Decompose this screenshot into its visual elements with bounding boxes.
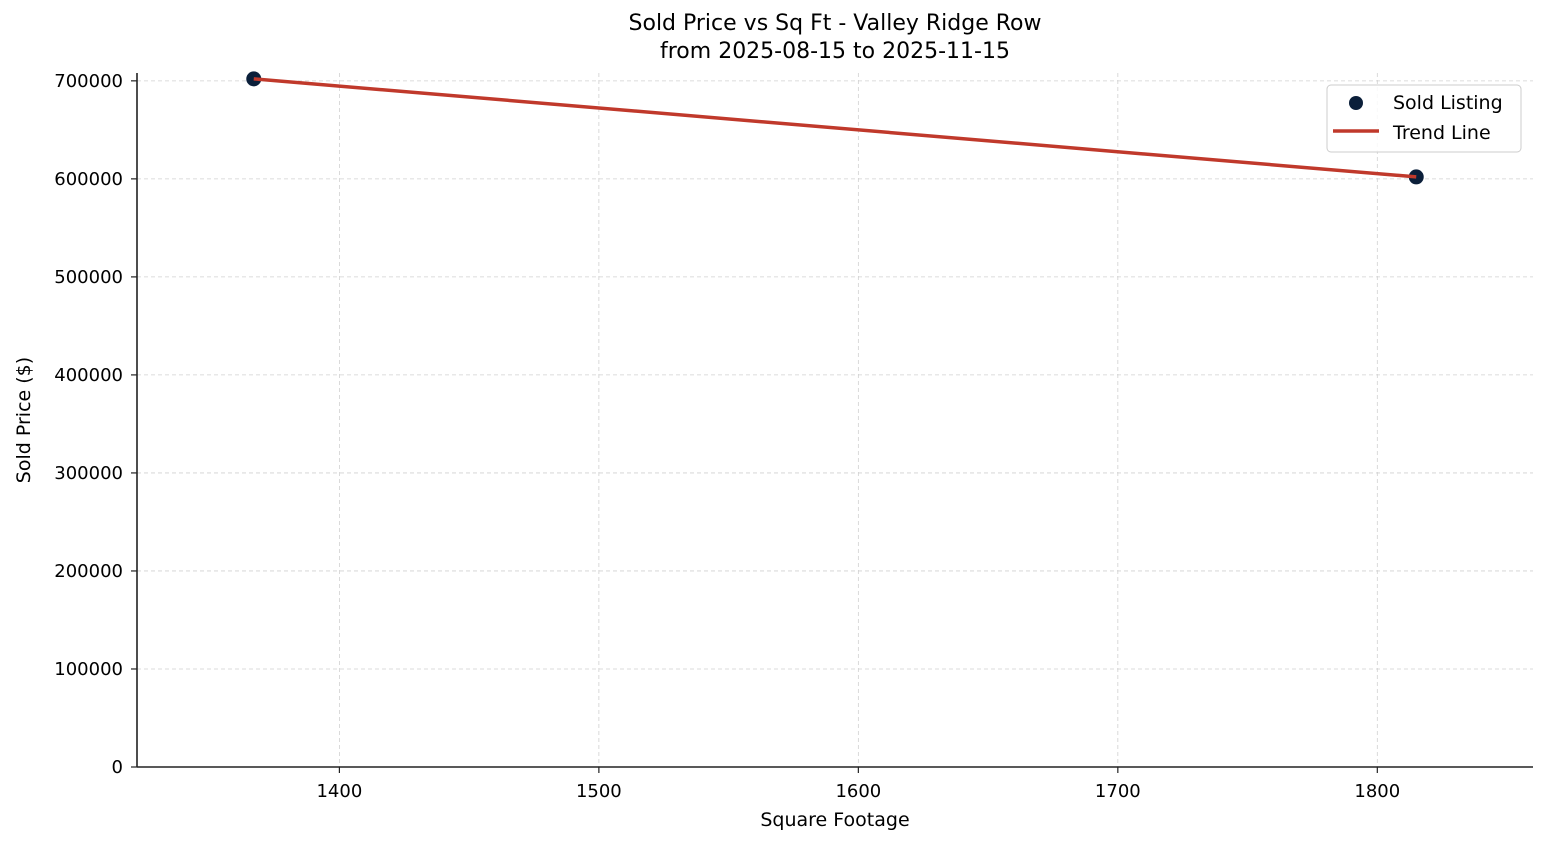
y-ticks: 0 100000 200000 300000 400000 500000 600000 700… xyxy=(54,71,137,778)
x-tick-label: 1500 xyxy=(576,781,622,802)
x-tick-label: 1800 xyxy=(1354,781,1400,802)
axes xyxy=(136,73,1533,768)
legend-label-sold-listing: Sold Listing xyxy=(1393,92,1503,114)
data-series xyxy=(246,71,1424,185)
x-tick-label: 1600 xyxy=(835,781,881,802)
legend-box xyxy=(1326,84,1522,153)
y-tick-label: 700000 xyxy=(54,71,123,92)
chart-title-line2: from 2025-08-15 to 2025-11-15 xyxy=(660,39,1010,64)
y-tick-label: 600000 xyxy=(54,169,123,190)
y-tick-label: 200000 xyxy=(54,561,123,582)
y-tick-label: 0 xyxy=(112,757,123,778)
x-tick-label: 1400 xyxy=(316,781,362,802)
y-tick-label: 400000 xyxy=(54,365,123,386)
y-tick-label: 100000 xyxy=(54,659,123,680)
legend: Sold Listing Trend Line xyxy=(1326,84,1522,153)
y-tick-label: 300000 xyxy=(54,463,123,484)
x-axis-label: Square Footage xyxy=(760,809,909,831)
chart-title-line1: Sold Price vs Sq Ft - Valley Ridge Row xyxy=(628,11,1042,36)
grid-lines xyxy=(137,73,1533,767)
x-ticks: 1400 1500 1600 1700 1800 xyxy=(316,767,1400,802)
chart-title: Sold Price vs Sq Ft - Valley Ridge Row f… xyxy=(0,10,1547,66)
y-axis-label: Sold Price ($) xyxy=(13,357,35,483)
legend-scatter-marker-icon xyxy=(1349,96,1363,110)
legend-label-trend-line: Trend Line xyxy=(1392,122,1491,144)
trend-line xyxy=(253,77,1417,179)
y-tick-label: 500000 xyxy=(54,267,123,288)
x-tick-label: 1700 xyxy=(1095,781,1141,802)
